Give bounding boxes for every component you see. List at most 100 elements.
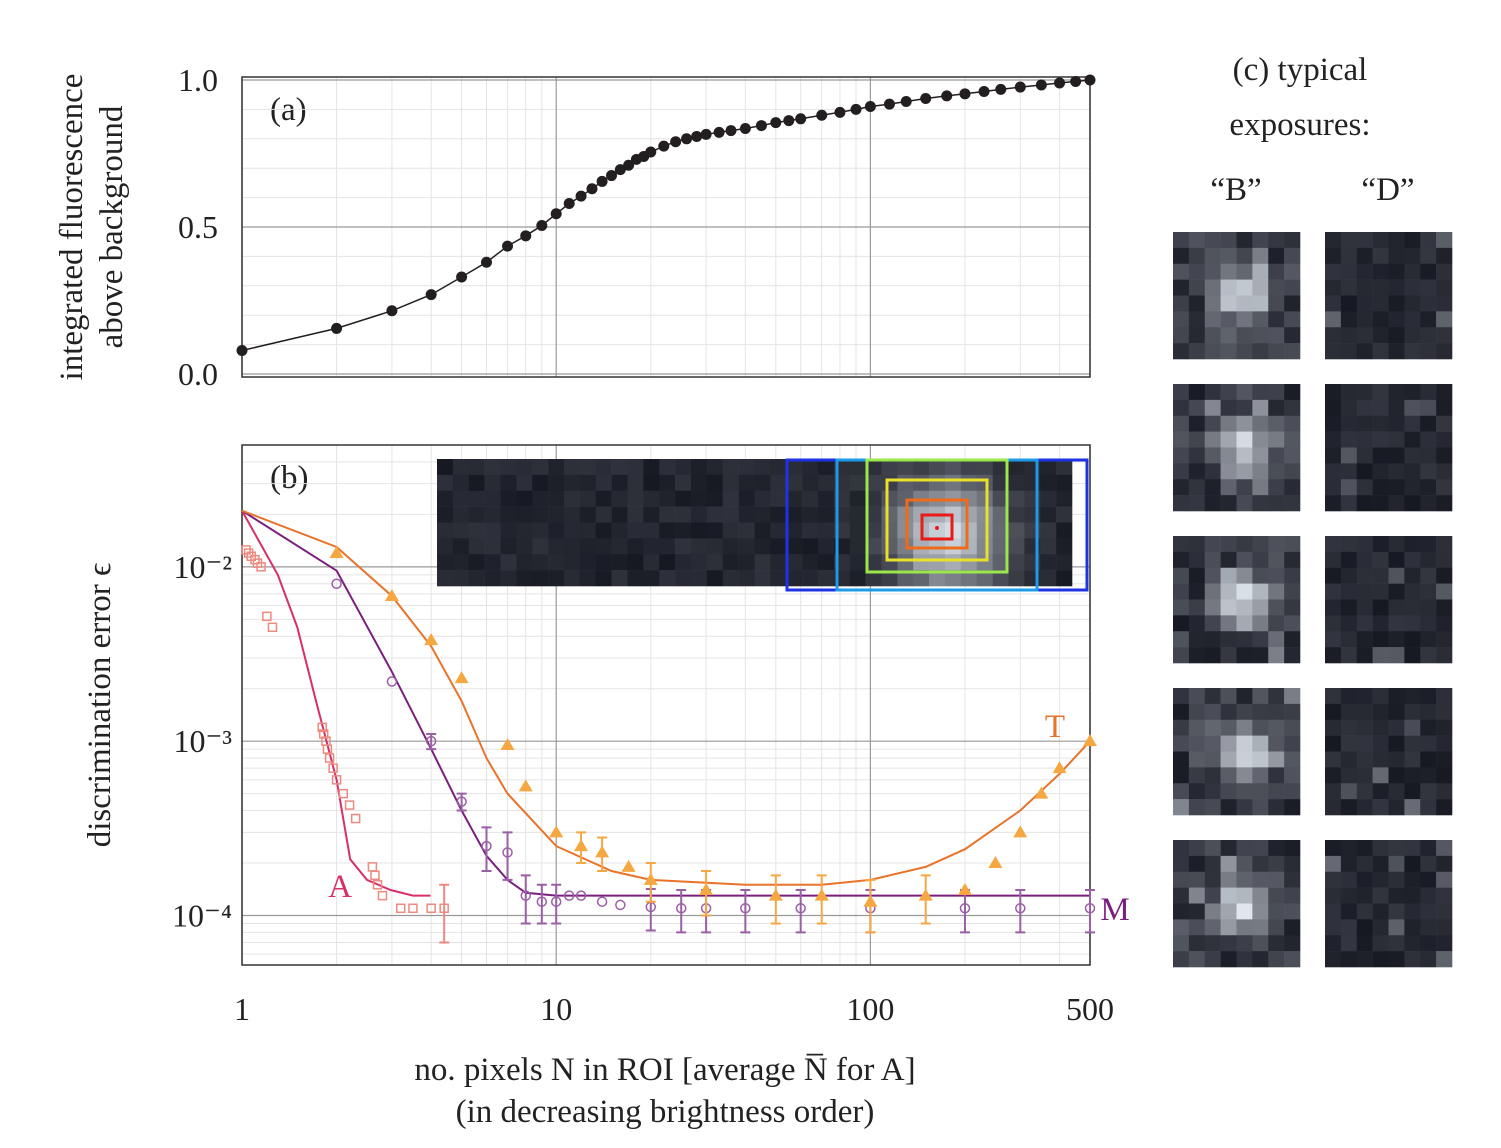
image-pixel [1420,279,1437,296]
image-pixel [1356,871,1373,888]
image-pixel [675,506,692,523]
image-pixel [1252,263,1269,280]
image-pixel [1284,551,1301,569]
image-pixel [1252,951,1269,968]
series-label: A [328,869,352,905]
image-pixel [1388,887,1405,904]
image-pixel [706,459,724,476]
image-pixel [1284,232,1301,249]
image-pixel [1284,688,1301,705]
image-pixel [548,538,565,555]
image-pixel [691,522,708,539]
data-point [384,589,399,602]
image-pixel [468,554,485,571]
image-pixel [532,506,549,523]
image-pixel [1173,871,1190,888]
image-pixel [1252,719,1269,736]
image-pixel [1388,919,1405,936]
image-pixel [1173,536,1190,553]
image-pixel [1236,767,1253,784]
image-pixel [1188,551,1206,569]
image-pixel [945,570,962,587]
image-pixel [881,459,898,476]
image-pixel [1420,935,1437,952]
image-pixel [1268,735,1285,752]
image-pixel [1188,343,1206,360]
image-pixel [468,506,485,523]
image-pixel [691,474,708,492]
image-pixel [1372,279,1389,296]
image-pixel [1236,735,1253,752]
image-pixel [1388,703,1405,721]
image-pixel [1404,615,1421,632]
image-pixel [1236,903,1253,920]
image-pixel [1388,247,1405,265]
image-pixel [1436,447,1453,464]
image-pixel [484,474,501,492]
image-pixel [1188,567,1206,584]
image-pixel [1204,919,1221,936]
image-pixel [1268,343,1285,360]
image-pixel [1420,855,1437,873]
image-pixel [1188,399,1206,417]
image-pixel [1388,647,1405,664]
image-pixel [1404,840,1421,857]
image-pixel [1268,919,1285,936]
image-pixel [1236,919,1253,936]
image-pixel [1284,447,1301,464]
image-pixel [1420,703,1437,721]
image-pixel [802,554,819,571]
image-pixel [1252,311,1269,328]
image-pixel [468,538,485,555]
data-point [713,126,725,138]
image-pixel [595,474,612,492]
image-pixel [945,554,962,571]
image-pixel [865,490,882,507]
image-pixel [1388,327,1405,344]
image-pixel [754,506,771,523]
image-pixel [1356,567,1373,584]
image-pixel [452,506,470,523]
data-point [502,240,514,252]
image-pixel [1372,599,1389,616]
image-pixel [1436,327,1453,344]
image-pixel [1340,263,1358,280]
image-pixel [929,538,946,555]
image-pixel [1220,647,1237,664]
image-pixel [1220,871,1237,888]
image-pixel [1188,247,1206,265]
image-pixel [1404,919,1421,936]
image-pixel [437,506,454,523]
image-pixel [1340,431,1358,448]
image-pixel [1325,735,1342,752]
image-pixel [1236,279,1253,296]
image-pixel [1008,538,1025,555]
image-pixel [595,459,612,476]
error-bar [676,889,687,934]
data-point [691,130,703,142]
image-pixel [738,570,755,587]
image-pixel [706,474,724,492]
image-pixel [437,538,454,555]
image-pixel [1204,479,1221,496]
image-pixel [627,459,644,476]
image-pixel [818,570,835,587]
image-pixel [1340,415,1358,432]
image-pixel [929,459,946,476]
image-pixel [1325,279,1342,296]
image-pixel [1252,279,1269,296]
image-pixel [1173,599,1190,616]
image-pixel [802,570,819,587]
data-point [395,903,406,914]
image-pixel [1284,384,1301,401]
image-pixel [1236,431,1253,448]
image-pixel [1325,599,1342,616]
image-pixel [1356,463,1373,480]
image-pixel [976,570,993,587]
image-pixel [1173,631,1190,648]
image-pixel [786,554,803,571]
image-pixel [1220,567,1237,584]
image-pixel [564,474,581,492]
image-pixel [1404,751,1421,768]
image-pixel [1268,840,1285,857]
